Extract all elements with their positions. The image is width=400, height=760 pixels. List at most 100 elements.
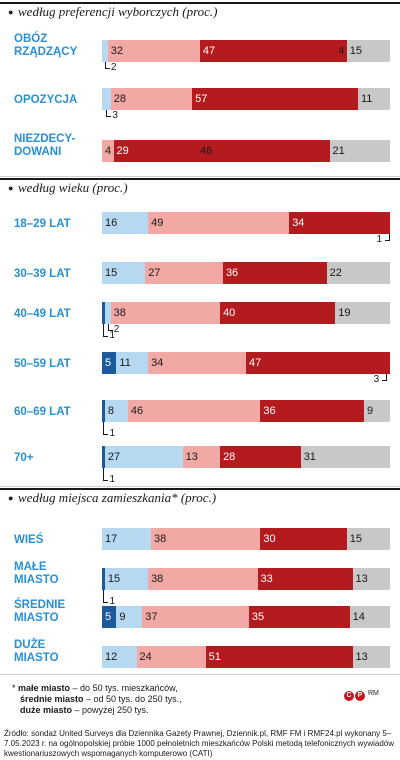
data-label: 30 xyxy=(263,533,276,545)
bar-segment: 15 xyxy=(104,568,149,590)
logo-letter: C xyxy=(344,691,354,701)
callout-label: 2 xyxy=(113,324,120,335)
section-rule xyxy=(0,2,400,4)
data-label: 24 xyxy=(139,651,152,663)
bar-segment: 34 xyxy=(289,212,388,234)
data-label: 28 xyxy=(113,93,126,105)
data-label: 15 xyxy=(349,45,363,57)
category-label: DUŻE MIASTO xyxy=(14,639,59,664)
bar-segment: 29 xyxy=(113,140,198,162)
stacked-bar: 28 57 11 xyxy=(102,88,390,110)
callout-label: 1 xyxy=(109,474,115,485)
bullet-icon: ● xyxy=(8,183,14,193)
callout-label: 2 xyxy=(110,62,117,73)
bar-segment: 31 xyxy=(300,446,390,468)
bar-segment: 34 xyxy=(148,352,246,374)
category-label: WIEŚ xyxy=(14,534,44,546)
data-label: 15 xyxy=(107,573,121,585)
data-label: 31 xyxy=(303,451,316,463)
bar-segment xyxy=(102,568,105,590)
category-label: MAŁE MIASTO xyxy=(14,561,59,586)
data-label: 47 xyxy=(248,357,262,369)
category-label: 40–49 LAT xyxy=(14,308,71,320)
section-title: według wieku (proc.) xyxy=(18,180,128,195)
bar-segment: 11 xyxy=(116,352,149,374)
callout-line xyxy=(107,324,113,331)
data-label: 37 xyxy=(145,611,158,623)
bar-segment: 47 xyxy=(245,352,382,374)
data-label: 11 xyxy=(360,93,373,105)
bar-segment: 40 xyxy=(220,302,336,324)
data-label: 38 xyxy=(113,307,126,319)
data-label: 35 xyxy=(251,611,265,623)
bar-segment xyxy=(381,352,390,374)
data-label: 8 xyxy=(107,405,114,417)
footnote-line: * małe miasto – do 50 tys. mieszkańców, xyxy=(12,683,178,693)
category-label: 30–39 LAT xyxy=(14,268,71,280)
data-label: 34 xyxy=(151,357,164,369)
bar-segment: 13 xyxy=(182,446,221,468)
data-label: 9 xyxy=(119,611,126,623)
bar-segment: 51 xyxy=(205,646,353,668)
data-label: 36 xyxy=(225,267,239,279)
category-label: OPOZYCJA xyxy=(14,94,78,106)
bar-segment: 12 xyxy=(102,646,137,668)
data-label: 12 xyxy=(105,651,118,663)
stacked-bar: 4 29 46 21 xyxy=(102,140,390,162)
data-label: 4 xyxy=(338,45,345,57)
bullet-icon: ● xyxy=(8,7,14,17)
bar-segment: 36 xyxy=(222,262,327,284)
callout-label: 3 xyxy=(373,374,380,385)
callout-line xyxy=(103,468,109,481)
data-label: 29 xyxy=(116,145,129,157)
section-title: według preferencji wyborczych (proc.) xyxy=(18,4,218,19)
bar-segment: 47 xyxy=(199,40,336,62)
logo-mark: RM xyxy=(368,690,379,697)
bar-segment: 11 xyxy=(357,88,390,110)
stacked-bar: 15 27 36 22 xyxy=(102,262,390,284)
category-label: 60–69 LAT xyxy=(14,406,71,418)
callout-line xyxy=(103,324,109,337)
data-label: 13 xyxy=(355,651,368,663)
stacked-bar: 16 49 34 xyxy=(102,212,390,234)
bar-segment xyxy=(102,302,105,324)
data-label: 5 xyxy=(105,357,112,369)
section-title: według miejsca zamieszkania* (proc.) xyxy=(18,490,217,505)
bar-segment: 19 xyxy=(335,302,390,324)
stacked-bar: 38 40 19 xyxy=(102,302,390,324)
logo-letter: P xyxy=(355,691,365,701)
section-divider xyxy=(0,486,400,487)
data-label: 16 xyxy=(105,217,118,229)
data-label: 33 xyxy=(260,573,273,585)
data-label: 15 xyxy=(349,533,363,545)
data-label: 15 xyxy=(105,267,118,279)
data-label: 27 xyxy=(107,451,121,463)
data-label: 34 xyxy=(292,217,305,229)
data-label: 4 xyxy=(105,145,112,157)
stacked-bar: 15 38 33 13 xyxy=(102,568,390,590)
data-label: 28 xyxy=(223,451,236,463)
bar-segment: 16 xyxy=(102,212,149,234)
data-label: 49 xyxy=(151,217,164,229)
callout-line xyxy=(104,62,110,69)
bar-segment: 36 xyxy=(260,400,365,422)
data-label: 57 xyxy=(195,93,208,105)
bar-segment: 27 xyxy=(145,262,223,284)
callout-label: 1 xyxy=(109,428,115,439)
data-label: 13 xyxy=(185,451,198,463)
section-divider xyxy=(0,674,400,675)
bar-segment: 35 xyxy=(248,606,350,628)
bar-segment: 30 xyxy=(260,528,347,550)
callout-line xyxy=(103,590,109,603)
stacked-bar: 27 13 28 31 xyxy=(102,446,390,468)
bar-segment: 9 xyxy=(116,606,143,628)
data-label: 40 xyxy=(223,307,236,319)
category-label: ŚREDNIE MIASTO xyxy=(14,599,66,624)
footnote-line: średnie miasto – od 50 tys. do 250 tys., xyxy=(20,694,182,704)
bar-segment: 15 xyxy=(346,528,390,550)
bar-segment: 15 xyxy=(346,40,390,62)
bar-segment: 14 xyxy=(349,606,390,628)
bar-segment: 46 xyxy=(197,140,330,162)
bar-segment: 27 xyxy=(104,446,183,468)
data-label: 46 xyxy=(130,405,144,417)
